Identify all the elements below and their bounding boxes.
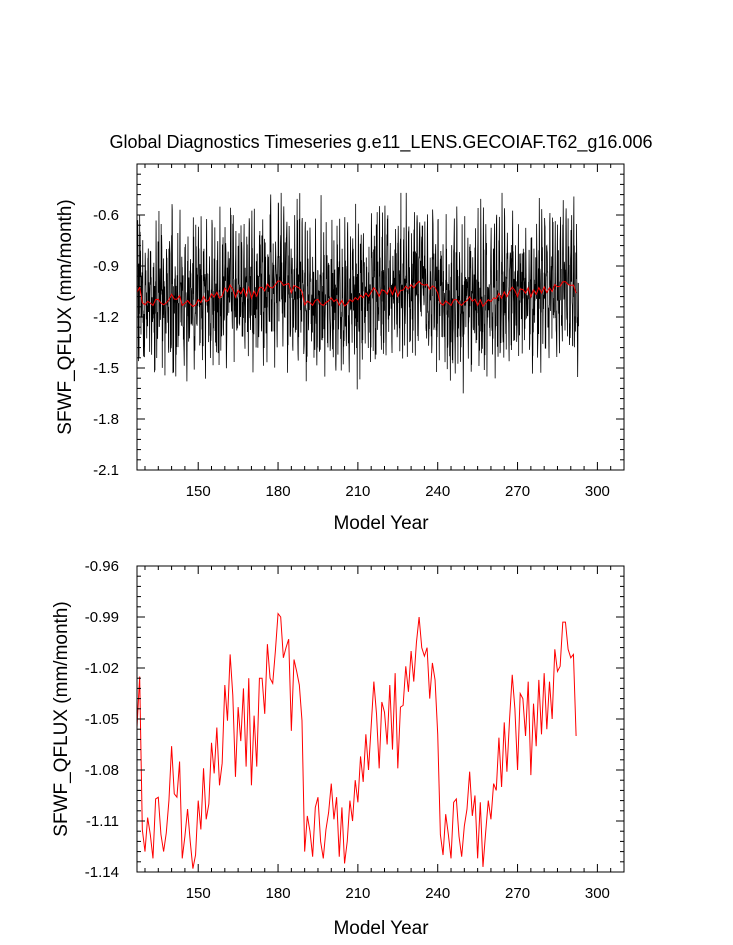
top-y-axis: -2.1 -1.8 -1.5 -1.2 -0.9 -0.6 [93,163,624,479]
bottom-plot-frame [136,565,625,873]
chart-bottom: -1.14-1.11-1.08-1.05-1.02-0.99-0.96 150 1… [51,558,625,939]
top-x-tick-label: 300 [585,483,610,500]
bottom-y-tick-label: -1.14 [85,864,119,881]
top-y-tick-label: -1.8 [93,411,119,428]
top-x-tick-label: 180 [266,483,291,500]
chart-top: Global Diagnostics Timeseries g.e11_LENS… [55,132,652,534]
top-plot-area [136,192,579,394]
bottom-x-axis: 150 180 210 240 270 300 [144,566,625,902]
bottom-x-tick-label: 210 [345,885,370,902]
bottom-y-tick-label: -1.11 [86,813,119,830]
top-x-tick-label: 210 [345,483,370,500]
bottom-x-tick-label: 300 [585,885,610,902]
top-y-tick-label: -0.9 [93,258,119,275]
top-x-tick-label: 150 [186,483,211,500]
bottom-y-axis: -1.14 -1.11 -1.08 -1.05 -1.02 -0.99 -0.96 [85,558,624,881]
top-y-tick-label: -1.5 [93,360,119,377]
bottom-x-axis-label: Model Year [333,918,429,939]
top-y-tick-label: -0.6 [93,207,119,224]
top-y-tick-label: -1.2 [93,309,119,326]
bottom-annual-mean-line [136,612,577,869]
bottom-y-tick-label: -1.05 [85,711,119,728]
bottom-y-tick-label: -1.08 [85,762,119,779]
top-monthly-line [136,192,579,394]
bottom-y-tick-label: -0.99 [85,609,119,626]
top-y-tick-label: -2.1 [93,462,119,479]
bottom-y-tick-label: -1.02 [85,660,119,677]
top-x-tick-label: 270 [505,483,530,500]
bottom-x-tick-label: 180 [266,885,291,902]
top-x-axis-label: Model Year [333,513,429,534]
top-annual-mean-line [136,280,577,308]
chart-title: Global Diagnostics Timeseries g.e11_LENS… [110,132,653,153]
bottom-y-axis-label: SFWF_QFLUX (mm/month) [51,601,72,836]
bottom-x-tick-label: 150 [186,885,211,902]
top-y-axis-label: SFWF_QFLUX (mm/month) [55,199,76,434]
bottom-x-tick-label: 270 [505,885,530,902]
bottom-x-tick-label: 240 [425,885,450,902]
bottom-plot-area [136,612,577,869]
top-x-tick-label: 240 [425,483,450,500]
top-x-axis: 150 180 210 240 270 300 [144,164,625,500]
bottom-y-tick-label: -0.96 [85,558,119,575]
